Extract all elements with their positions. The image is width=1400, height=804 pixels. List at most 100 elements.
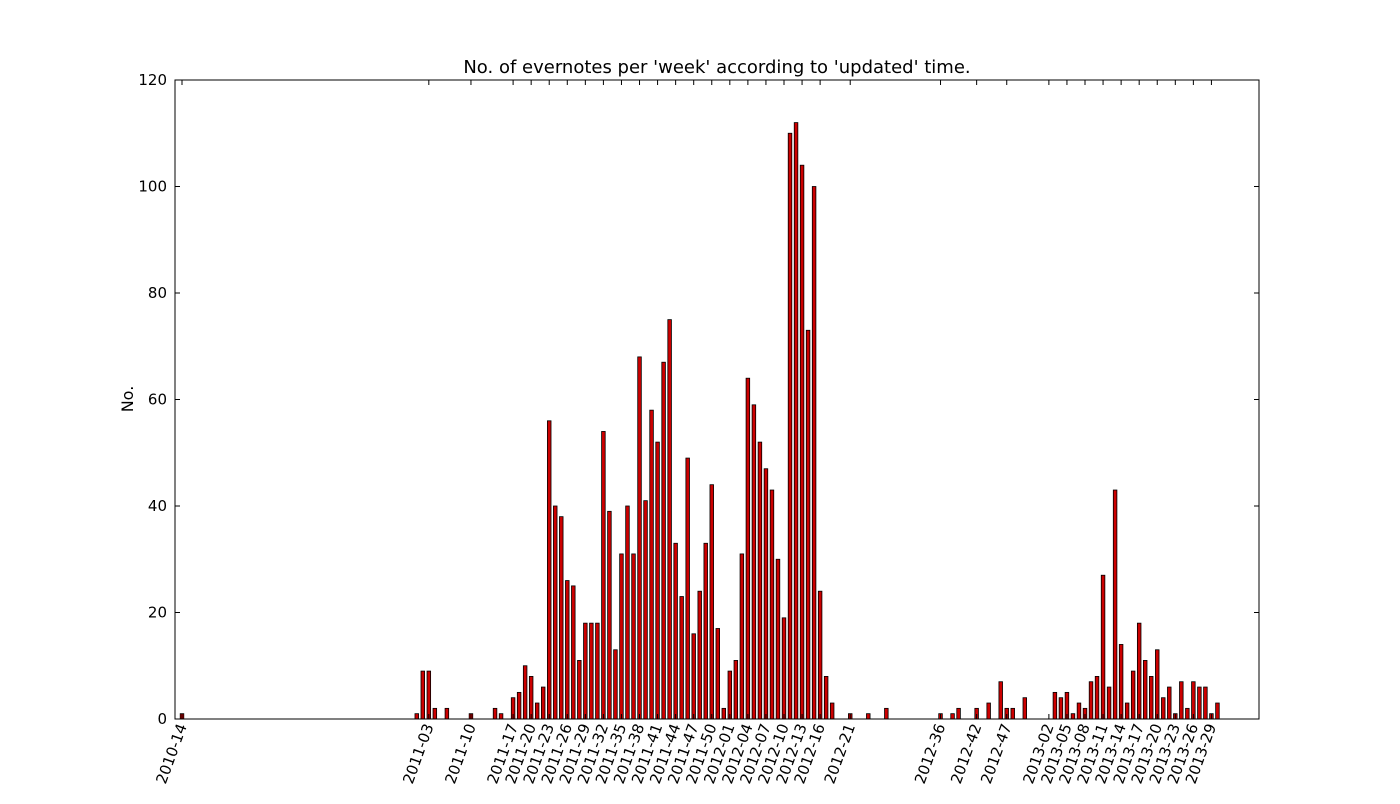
bar bbox=[679, 596, 684, 720]
bar bbox=[1136, 622, 1142, 720]
bar bbox=[950, 713, 955, 720]
x-tick-label: 2010-14 bbox=[152, 721, 190, 786]
bar bbox=[516, 691, 522, 720]
bar bbox=[709, 484, 714, 720]
chart-title: No. of evernotes per 'week' according to… bbox=[463, 57, 970, 78]
bar bbox=[655, 441, 660, 720]
y-axis-ticks: 0 20 40 60 80 100 120 bbox=[138, 71, 1259, 728]
bar bbox=[1112, 489, 1118, 720]
bar bbox=[625, 505, 630, 720]
bar bbox=[498, 713, 504, 720]
bar bbox=[528, 676, 534, 720]
bar bbox=[1076, 702, 1082, 720]
bar bbox=[522, 665, 528, 720]
bar bbox=[607, 510, 612, 720]
bar bbox=[1191, 681, 1196, 720]
bar bbox=[1124, 702, 1130, 720]
bar bbox=[1022, 697, 1027, 720]
bar bbox=[583, 622, 588, 720]
bar bbox=[553, 505, 558, 720]
bar bbox=[811, 186, 817, 720]
y-tick-label: 20 bbox=[148, 604, 167, 622]
bar bbox=[691, 633, 696, 720]
plot-frame bbox=[174, 79, 1260, 720]
bar bbox=[775, 558, 781, 720]
y-tick-label: 40 bbox=[148, 497, 167, 515]
bar bbox=[751, 404, 757, 720]
bar bbox=[1215, 702, 1220, 720]
bar bbox=[1167, 686, 1172, 720]
bar bbox=[414, 713, 419, 720]
bar bbox=[1118, 644, 1124, 720]
bar bbox=[1185, 707, 1190, 720]
bar bbox=[1143, 660, 1148, 720]
bar bbox=[763, 468, 769, 720]
bar bbox=[426, 670, 432, 720]
bar bbox=[733, 660, 739, 720]
bar bbox=[1094, 676, 1100, 720]
bar bbox=[1052, 691, 1058, 720]
bar bbox=[823, 676, 829, 720]
x-tick-label: 2011-03 bbox=[399, 721, 437, 786]
bar bbox=[956, 707, 961, 720]
bar bbox=[757, 441, 763, 720]
y-tick-label: 80 bbox=[148, 284, 167, 302]
bar bbox=[1203, 686, 1208, 720]
bar bbox=[631, 553, 636, 720]
bar bbox=[492, 707, 498, 720]
bar bbox=[745, 377, 751, 720]
bar bbox=[781, 617, 787, 720]
bar bbox=[595, 622, 600, 720]
bar bbox=[643, 500, 648, 720]
bar bbox=[793, 122, 799, 720]
bar bbox=[571, 585, 576, 720]
bar bbox=[866, 713, 871, 720]
bar bbox=[884, 707, 889, 720]
bar bbox=[829, 702, 835, 720]
bar bbox=[721, 707, 726, 720]
bar bbox=[685, 457, 690, 720]
bar bbox=[715, 628, 720, 720]
bar bbox=[589, 622, 594, 720]
y-axis-label: No. bbox=[118, 386, 137, 413]
bar bbox=[787, 132, 793, 720]
bar bbox=[547, 420, 552, 720]
y-tick-label: 120 bbox=[138, 71, 167, 89]
bar bbox=[1197, 686, 1202, 720]
x-tick-label: 2011-10 bbox=[441, 721, 479, 786]
bar bbox=[649, 409, 654, 720]
bar bbox=[613, 649, 618, 720]
bar bbox=[667, 319, 672, 720]
bar bbox=[637, 356, 642, 720]
x-tick-label: 2012-36 bbox=[911, 721, 949, 786]
bar bbox=[805, 329, 811, 720]
bar bbox=[420, 670, 425, 720]
bar bbox=[986, 702, 991, 720]
bar bbox=[1106, 686, 1112, 720]
bar bbox=[799, 164, 805, 720]
bar bbox=[444, 707, 450, 720]
bar bbox=[703, 542, 708, 720]
bar bbox=[1149, 676, 1154, 720]
bar bbox=[739, 553, 745, 720]
bar bbox=[661, 361, 666, 720]
bar bbox=[769, 489, 775, 720]
bar bbox=[577, 660, 582, 720]
bar bbox=[541, 686, 546, 720]
y-tick-label: 0 bbox=[157, 710, 167, 728]
bars-layer bbox=[179, 122, 1220, 720]
bar bbox=[673, 542, 678, 720]
bar bbox=[1179, 681, 1184, 720]
y-tick-label: 100 bbox=[138, 178, 167, 196]
bar bbox=[727, 670, 733, 720]
y-tick-label: 60 bbox=[148, 391, 167, 409]
bar bbox=[697, 590, 702, 720]
bar bbox=[1100, 574, 1106, 720]
bar bbox=[565, 580, 570, 720]
bar bbox=[1130, 670, 1136, 720]
bar bbox=[1155, 649, 1160, 720]
bar bbox=[1058, 697, 1064, 720]
bar bbox=[601, 431, 606, 720]
